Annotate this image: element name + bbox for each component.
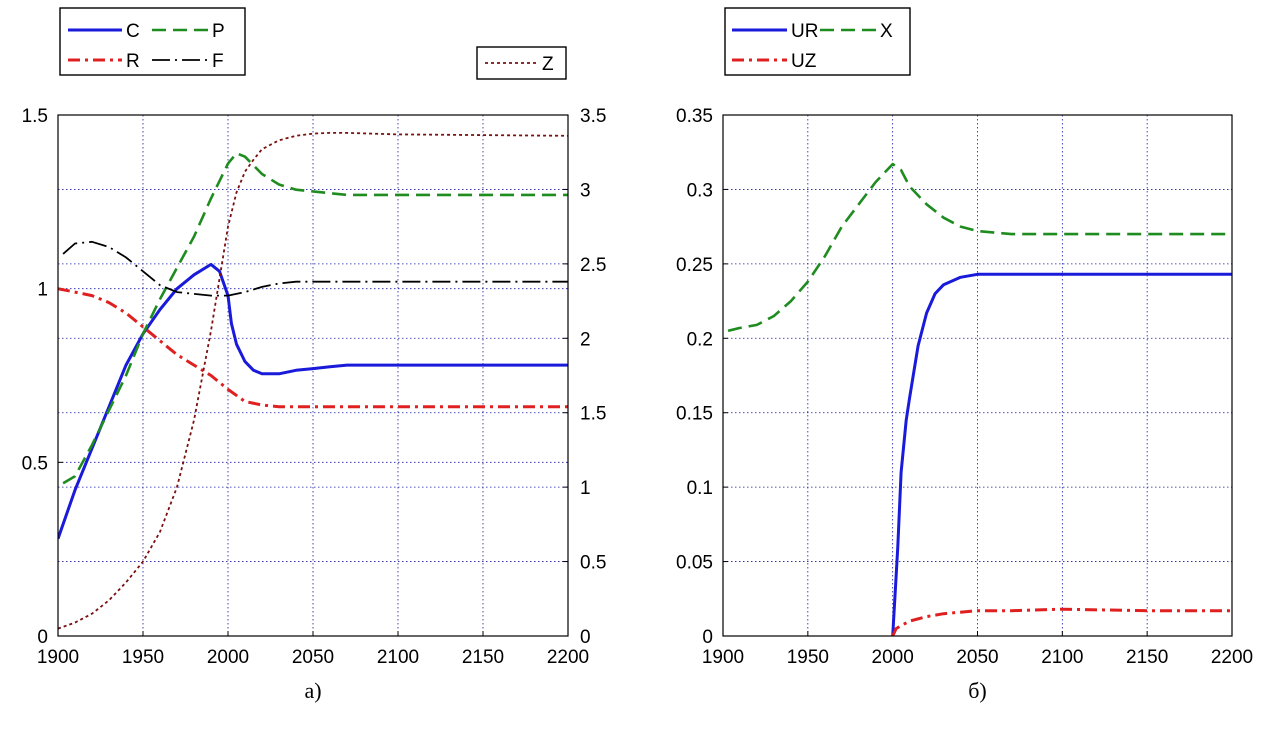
y-right-tick-label: 2: [580, 329, 591, 350]
x-tick-label: 2000: [207, 647, 249, 668]
series-line-p: [62, 151, 568, 485]
legend-label-ur: UR: [791, 21, 818, 42]
series-line-z: [58, 132, 568, 630]
series-line-c: [58, 262, 568, 540]
x-tick-label: 2150: [1126, 647, 1168, 668]
y-tick-label: 0.25: [676, 255, 713, 276]
plot-frame: [722, 114, 1233, 637]
y-tick-label: 0.05: [676, 553, 713, 574]
legend-label-z: Z: [542, 54, 554, 75]
y-tick-label: 0: [702, 627, 713, 648]
series-line-f: [62, 240, 568, 297]
y-right-tick-label: 2.5: [580, 255, 606, 276]
x-tick-label: 2100: [377, 647, 419, 668]
x-tick-label: 2150: [462, 647, 504, 668]
series-line-ur: [891, 272, 1232, 636]
series-line-r: [58, 287, 568, 409]
legend-label-uz: UZ: [791, 51, 817, 72]
x-tick-label: 1950: [787, 647, 829, 668]
legend-box: [724, 7, 911, 76]
y-right-tick-label: 0.5: [580, 553, 606, 574]
y-right-tick-label: 1: [580, 478, 591, 499]
legend-label-r: R: [126, 51, 140, 72]
legend-box: [59, 7, 246, 76]
y-right-tick-label: 1.5: [580, 404, 606, 425]
x-tick-label: 1900: [37, 647, 79, 668]
x-tick-label: 2100: [1041, 647, 1083, 668]
y-tick-label: 1: [37, 280, 48, 301]
y-tick-label: 0.1: [687, 478, 713, 499]
y-tick-label: 0.2: [687, 329, 713, 350]
chart-panel-a: 1900 1950 2000 2050 2100 2150 220000.511.500.5…: [22, 7, 606, 703]
legend-label-c: C: [126, 21, 140, 42]
plot-frame: [57, 114, 569, 637]
x-tick-label: 2050: [292, 647, 334, 668]
y-tick-label: 0.3: [687, 180, 713, 201]
y-tick-label: 0.15: [676, 404, 713, 425]
x-tick-label: 2000: [872, 647, 914, 668]
y-tick-label: 0.5: [22, 453, 48, 474]
legend-label-p: P: [212, 21, 225, 42]
y-tick-label: 0: [37, 627, 48, 648]
panel-caption: б): [968, 678, 987, 703]
x-tick-label: 2200: [547, 647, 589, 668]
x-tick-label: 1950: [122, 647, 164, 668]
y-right-tick-label: 0: [580, 627, 591, 648]
legend-label-f: F: [212, 51, 224, 72]
x-tick-label: 2200: [1211, 647, 1253, 668]
panel-caption: а): [304, 678, 321, 703]
series-line-x: [727, 162, 1232, 333]
y-tick-label: 1.5: [22, 106, 48, 127]
x-tick-label: 1900: [702, 647, 744, 668]
y-right-tick-label: 3: [580, 180, 591, 201]
x-tick-label: 2050: [956, 647, 998, 668]
y-right-tick-label: 3.5: [580, 106, 606, 127]
legend-label-x: X: [880, 21, 893, 42]
y-tick-label: 0.35: [676, 106, 713, 127]
chart-panel-b: 1900 1950 2000 2050 2100 2150 2200 0 0.05 0.1 0.15…: [676, 7, 1253, 703]
